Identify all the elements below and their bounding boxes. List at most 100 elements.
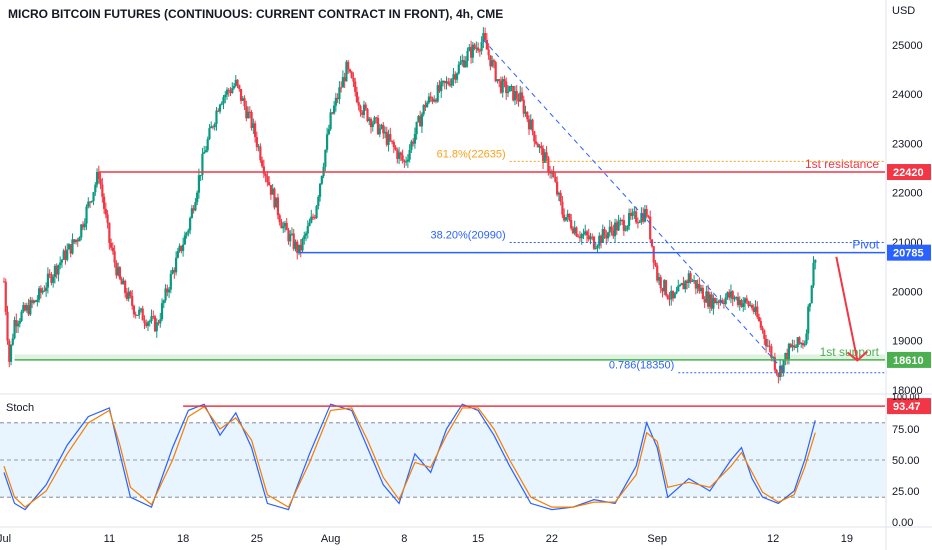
chart-overlays: 1st resistance Pivot 1st support 61.8%(2263… <box>14 39 886 374</box>
candle-body <box>197 175 201 193</box>
candle-body <box>801 343 805 346</box>
candle-body <box>512 85 515 101</box>
candle-body <box>192 208 195 211</box>
candle-body <box>726 292 729 298</box>
candle-body <box>478 50 481 52</box>
candle-body <box>394 147 397 150</box>
candle-body <box>289 234 292 242</box>
candle-body <box>766 345 769 347</box>
candle-body <box>526 111 529 120</box>
candle-body <box>635 211 638 223</box>
candle-body <box>347 61 350 70</box>
candle-body <box>131 296 134 306</box>
candle-body <box>303 235 306 240</box>
time-tick-label: Jul <box>0 533 11 545</box>
trendline <box>483 39 785 371</box>
candle-body <box>55 265 58 275</box>
candle-body <box>691 280 694 282</box>
candle-body <box>721 300 724 303</box>
candle-body <box>796 337 799 347</box>
candle-body <box>206 139 209 151</box>
candle-body <box>436 85 439 102</box>
candle-body <box>243 98 246 107</box>
candle-body <box>545 152 548 158</box>
candle-body <box>389 134 392 141</box>
stoch-level-tag <box>887 398 931 415</box>
candle-body <box>647 216 650 218</box>
candle-body <box>71 239 74 254</box>
candle-body <box>440 81 443 92</box>
candle-body <box>52 276 55 283</box>
candle-body <box>285 222 288 231</box>
candle-body <box>427 96 431 103</box>
stoch-title: Stoch <box>6 402 34 414</box>
candle-body <box>252 123 255 128</box>
candle-body <box>78 237 81 242</box>
stoch-tick-label: 50.00 <box>892 455 920 467</box>
candle-body <box>211 126 215 128</box>
candle-body <box>517 98 520 102</box>
candle-body <box>9 344 13 362</box>
candle-body <box>603 229 606 235</box>
candle-body <box>199 174 202 176</box>
candle-body <box>159 319 162 324</box>
candle-body <box>53 265 57 277</box>
candle-body <box>167 289 171 293</box>
candle-body <box>148 321 151 323</box>
candle-body <box>238 85 241 89</box>
candle-body <box>645 209 648 217</box>
candle-body <box>786 353 789 361</box>
candle-body <box>475 47 478 49</box>
candle-body <box>710 294 713 309</box>
currency-label: USD <box>892 5 915 17</box>
candle-body <box>455 73 459 80</box>
candle-body <box>782 360 785 373</box>
candle-body <box>814 259 817 263</box>
candle-body <box>173 269 176 273</box>
candle-body <box>234 79 237 86</box>
candle-body <box>60 259 64 263</box>
time-tick-label: Sep <box>647 533 667 545</box>
candle-body <box>375 117 378 119</box>
candle-body <box>505 81 508 94</box>
candle-body <box>371 123 374 128</box>
level-price-tag-text: 20785 <box>893 248 924 260</box>
candle-body <box>480 41 483 51</box>
candle-body <box>43 290 46 292</box>
candle-body <box>239 88 243 101</box>
candle-body <box>334 97 337 106</box>
candle-body <box>605 234 608 239</box>
candle-body <box>222 97 225 104</box>
candle-body <box>673 293 676 299</box>
candle-body <box>531 119 534 132</box>
candle-body <box>666 295 669 299</box>
candle-body <box>29 300 32 315</box>
candle-body <box>759 321 762 328</box>
stoch-tick-label: 75.00 <box>892 424 920 436</box>
candle-body <box>369 118 373 128</box>
candle-body <box>524 111 527 114</box>
candle-body <box>624 229 627 231</box>
level-price-tag <box>887 244 931 261</box>
candle-body <box>468 47 471 51</box>
candle-body <box>754 306 757 312</box>
candle-body <box>261 160 264 167</box>
candle-body <box>554 177 557 182</box>
candle-body <box>102 196 106 209</box>
candle-body <box>780 365 783 373</box>
candle-body <box>280 222 283 229</box>
candle-body <box>313 217 316 219</box>
candle-body <box>682 283 685 290</box>
candle-body <box>661 288 664 292</box>
candle-body <box>700 287 703 292</box>
candle-body <box>413 134 416 144</box>
candle-body <box>283 222 287 227</box>
candle-body <box>203 152 206 154</box>
candle-body <box>447 81 450 85</box>
candle-body <box>361 112 364 115</box>
candle-body <box>677 285 680 292</box>
candle-body <box>248 111 251 113</box>
candle-body <box>738 300 741 306</box>
candle-body <box>459 62 462 65</box>
candle-body <box>304 233 308 236</box>
